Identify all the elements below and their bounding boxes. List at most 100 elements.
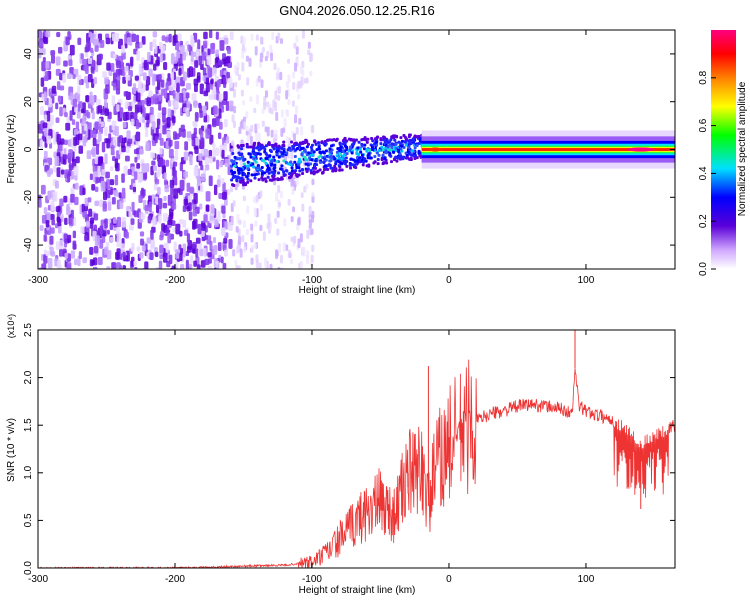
spectrogram-faint-cell	[279, 190, 283, 199]
spectrogram-band-cell	[415, 143, 419, 147]
spectrogram-band-cell	[310, 158, 314, 162]
spectrogram-noise-cell	[104, 246, 109, 255]
spectrogram-noise-cell	[190, 39, 195, 47]
spectrogram-noise-cell	[97, 156, 102, 166]
spectrogram-faint-cell	[264, 56, 268, 62]
spectrogram-band-cell	[305, 139, 309, 143]
snr-y-multiplier: (x10⁴)	[6, 314, 16, 338]
spectrogram-noise-cell	[114, 125, 119, 137]
spectrogram-band-cell	[345, 164, 349, 168]
spectrogram-faint-cell	[245, 55, 249, 62]
spectrogram-band-cell	[362, 147, 366, 151]
spectrogram-noise-cell	[186, 83, 191, 90]
spectrogram-noise-cell	[40, 77, 45, 87]
spectrogram-faint-cell	[285, 90, 289, 100]
spectrogram-noise-cell	[39, 225, 44, 232]
spectrogram-faint-cell	[276, 228, 280, 236]
spectrogram-band-cell	[314, 142, 318, 146]
spectrogram-band-cell	[349, 157, 353, 161]
spectrogram-noise-cell	[193, 260, 197, 267]
spectrogram-noise-cell	[105, 84, 110, 94]
spectrogram-band-cell	[338, 168, 342, 172]
spectrogram-band-cell	[230, 178, 234, 182]
spectrogram-faint-cell	[275, 71, 279, 81]
spectrogram-band-cell	[285, 151, 289, 155]
spectrogram-noise-cell	[131, 33, 137, 42]
spectrogram-noise-cell	[218, 59, 224, 66]
spectrogram-noise-cell	[89, 173, 93, 181]
spectrogram-noise-cell	[133, 149, 139, 155]
spectrogram-band-cell	[266, 175, 270, 179]
spectrogram-noise-cell	[59, 249, 64, 257]
spectrogram-noise-cell	[186, 182, 191, 192]
spectrogram-noise-cell	[138, 63, 143, 75]
spectrogram-noise-cell	[203, 247, 207, 258]
spectrogram-band-cell	[342, 153, 346, 157]
spectrogram-band-cell	[251, 145, 255, 149]
spectrogram-faint-cell	[311, 192, 315, 198]
spectrogram-noise-cell	[102, 191, 108, 201]
spectrogram-noise-cell	[68, 149, 73, 158]
spectrogram-noise-cell	[121, 173, 125, 183]
spectrogram-noise-cell	[106, 138, 110, 149]
spectrogram-band-cell	[376, 157, 380, 161]
snr-y-tick-label: 1.0	[23, 465, 34, 479]
spectrogram-band-cell	[304, 162, 308, 166]
spectrogram-noise-cell	[158, 213, 162, 224]
spectrogram-noise-cell	[43, 91, 47, 102]
spectrogram-noise-cell	[112, 218, 117, 224]
spectrogram-faint-cell	[232, 249, 236, 257]
spectrogram-faint-cell	[298, 117, 302, 125]
spectrogram-band-cell	[365, 140, 369, 144]
spectrogram-faint-cell	[264, 266, 268, 269]
spectrogram-noise-cell	[116, 104, 120, 112]
spectrogram-band-cell	[373, 154, 377, 158]
spectrogram-noise-cell	[78, 251, 82, 259]
spectrogram-noise-cell	[147, 51, 151, 62]
spectrogram-noise-cell	[143, 59, 149, 71]
spectrogram-noise-cell	[172, 116, 176, 124]
spectrogram-noise-cell	[134, 75, 140, 81]
spectrogram-band-cell	[305, 145, 309, 149]
spectrogram-noise-cell	[130, 118, 135, 126]
spectrogram-y-tick-label: 0	[23, 146, 34, 152]
spectrogram-band-cell	[366, 137, 370, 141]
spectrogram-noise-cell	[212, 118, 217, 128]
spectrogram-band-cell	[313, 139, 317, 143]
spectrogram-noise-cell	[135, 268, 138, 269]
spectrogram-noise-cell	[60, 169, 65, 175]
spectrogram-noise-cell	[210, 78, 214, 85]
spectrogram-noise-cell	[200, 137, 205, 148]
spectrogram-band-cell	[230, 159, 234, 163]
spectrogram-noise-cell	[212, 147, 216, 158]
spectrogram-band-cell	[344, 156, 348, 160]
spectrogram-faint-cell	[297, 80, 301, 89]
spectrogram-noise-cell	[185, 92, 190, 99]
spectrogram-noise-cell	[196, 264, 201, 269]
spectrogram-band-cell	[366, 156, 370, 160]
spectrogram-noise-cell	[69, 66, 74, 75]
spectrogram-noise-cell	[134, 156, 138, 163]
spectrogram-band-cell	[393, 138, 397, 142]
spectrogram-band-cell	[312, 164, 316, 168]
spectrogram-noise-cell	[82, 102, 86, 113]
spectrogram-band-cell	[245, 142, 249, 146]
spectrogram-band-cell	[377, 153, 381, 157]
spectrogram-noise-cell	[192, 120, 197, 126]
spectrogram-faint-cell	[248, 128, 252, 138]
colorbar-tick-label: 0.4	[698, 166, 709, 180]
spectrogram-noise-cell	[106, 266, 111, 269]
spectrogram-noise-cell	[116, 216, 122, 228]
spectrogram-band-cell	[231, 183, 235, 187]
spectrogram-faint-cell	[285, 109, 289, 115]
spectrogram-noise-cell	[121, 45, 126, 54]
spectrogram-noise-cell	[136, 50, 140, 62]
spectrogram-noise-cell	[196, 46, 201, 57]
spectrogram-noise-cell	[54, 258, 58, 267]
spectrogram-noise-cell	[166, 116, 171, 128]
spectrogram-noise-cell	[55, 206, 61, 213]
spectrogram-faint-cell	[262, 231, 266, 241]
spectrogram-noise-cell	[179, 162, 183, 172]
spectrogram-noise-cell	[125, 231, 129, 239]
spectrogram-band-cell	[240, 176, 244, 180]
